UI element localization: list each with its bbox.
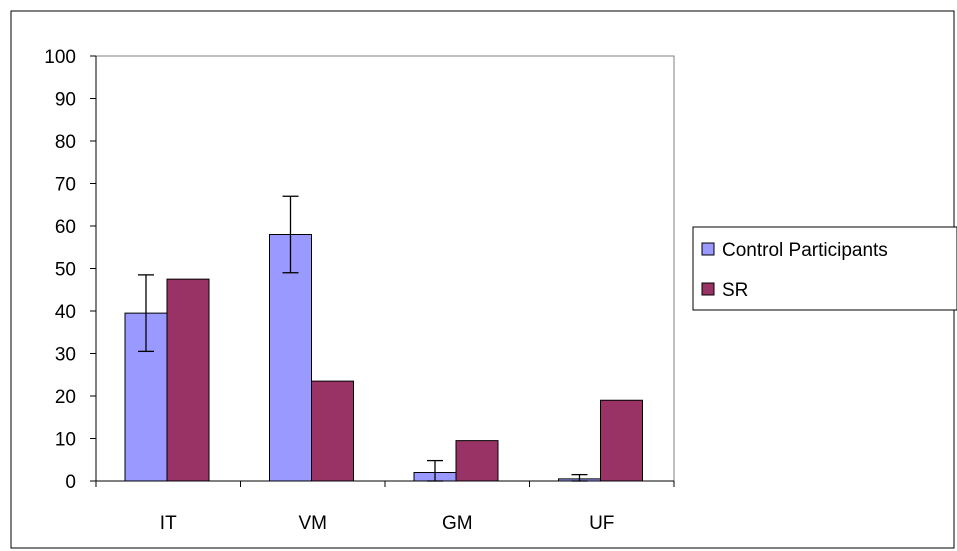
bar-gm-sr xyxy=(455,440,499,482)
y-tick-label-30: 30 xyxy=(55,345,76,366)
x-tick-label-it: IT xyxy=(160,513,177,534)
x-tick-label-uf: UF xyxy=(589,513,614,534)
y-tick-label-70: 70 xyxy=(55,175,76,196)
y-tick-label-40: 40 xyxy=(55,302,76,323)
bar-vm-control xyxy=(269,234,312,482)
legend-swatch-sr xyxy=(701,282,715,296)
bar-vm-sr xyxy=(311,380,354,482)
y-tick-label-50: 50 xyxy=(55,260,76,281)
y-tick-label-60: 60 xyxy=(55,217,76,238)
y-tick-label-20: 20 xyxy=(55,387,76,408)
legend-label-control: Control Participants xyxy=(722,240,888,261)
legend: Control Participants SR xyxy=(692,226,957,311)
y-tick-label-100: 100 xyxy=(44,47,76,68)
chart-marks: 0 10 20 30 40 50 60 70 80 90 100 IT VM GM UF xyxy=(44,47,675,534)
legend-swatch-control xyxy=(701,242,715,256)
legend-label-sr: SR xyxy=(722,280,748,301)
bar-it-sr xyxy=(166,278,210,482)
x-tick-label-gm: GM xyxy=(442,513,473,534)
bar-uf-sr xyxy=(600,399,643,482)
x-tick-label-vm: VM xyxy=(299,513,328,534)
y-tick-label-10: 10 xyxy=(55,430,76,451)
y-tick-label-90: 90 xyxy=(55,90,76,111)
y-tick-label-80: 80 xyxy=(55,132,76,153)
y-tick-label-0: 0 xyxy=(65,472,76,493)
legend-box xyxy=(692,226,957,311)
